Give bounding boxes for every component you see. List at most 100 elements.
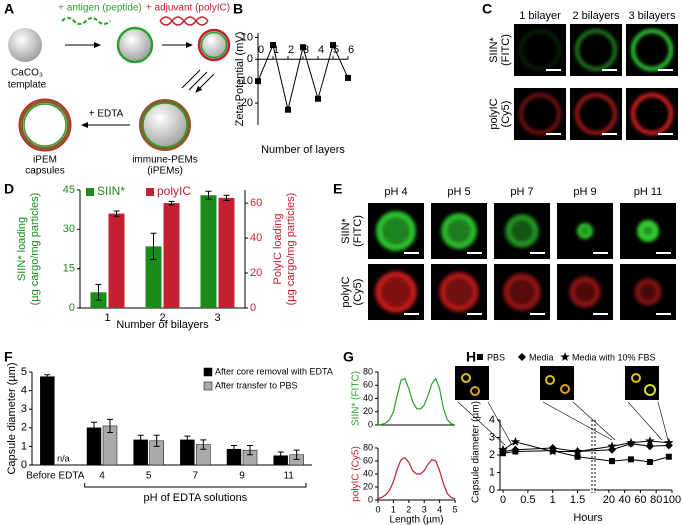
x-tick-label: 1 — [273, 44, 279, 56]
capsule-signal — [375, 271, 417, 313]
x-tick-label: 5 — [333, 44, 339, 56]
legend-label: SIIN* — [97, 184, 125, 198]
template-label: CaCO₃ — [11, 68, 43, 79]
data-point — [300, 44, 306, 51]
arrows — [181, 69, 215, 92]
data-point — [498, 444, 508, 454]
data-point — [645, 436, 655, 446]
x-tick-label: 5 — [146, 471, 152, 482]
panel-label: C — [482, 1, 492, 17]
y-tick-label: 3 — [21, 403, 27, 415]
capsule-signal — [575, 29, 617, 71]
x-tick-label: 0 — [375, 504, 380, 514]
x-tick-label: 0 — [258, 44, 264, 56]
group-bracket — [84, 483, 307, 488]
y-tick-label: 80 — [363, 442, 373, 452]
error-bar — [44, 374, 51, 380]
bar — [163, 203, 180, 308]
y-tick-label: 0 — [69, 302, 75, 314]
y-tick-label: 0 — [247, 53, 253, 65]
row-label: (FITC) — [500, 34, 512, 66]
row-label: (Cy5) — [352, 279, 364, 306]
ipem-particle — [139, 99, 191, 151]
bar — [108, 213, 125, 308]
y-tick-label: 0 — [489, 484, 495, 496]
x-tick-label: Before EDTA — [26, 471, 84, 482]
template-particle — [8, 28, 42, 62]
row-label: (FITC) — [352, 215, 364, 247]
y-tick-label: 5 — [21, 366, 27, 378]
y-tick-label: 40 — [363, 468, 373, 478]
data-point — [285, 106, 291, 113]
ipem-label: immune-PEMs — [132, 155, 198, 166]
y-tick-label: 0 — [368, 494, 373, 504]
inset-capsule — [644, 384, 656, 396]
y-axis-label: (µg cargo/mg particles) — [29, 193, 41, 306]
inset-capsule — [560, 384, 570, 394]
inset-capsule — [545, 375, 555, 385]
error-bar — [247, 444, 253, 456]
row-label: polyIC — [488, 98, 500, 129]
data-point — [626, 437, 636, 447]
y2-tick-label: 60 — [250, 197, 262, 209]
column-header: pH 4 — [384, 186, 407, 198]
legend-marker — [477, 354, 483, 360]
y2-tick-label: 40 — [250, 232, 262, 244]
y-axis-label: Capsule diameter (µm) — [471, 401, 482, 503]
x-tick-label: 4 — [437, 504, 442, 514]
legend-swatch — [146, 188, 154, 196]
error-bar — [168, 200, 175, 206]
legend-label: polyIC — [157, 184, 191, 198]
data-point — [345, 74, 351, 81]
data-point — [330, 42, 336, 49]
capsule-signal — [519, 29, 561, 71]
error-bar — [223, 194, 230, 201]
inset-image — [625, 366, 659, 400]
x-tick-label: 2 — [406, 504, 411, 514]
panel-label: H — [466, 349, 476, 365]
data-point — [609, 458, 615, 465]
capsule-signal — [575, 93, 617, 135]
legend-label: After transfer to PBS — [215, 380, 298, 390]
error-bar — [205, 190, 212, 200]
data-point — [664, 441, 673, 450]
y-tick-label: 0 — [21, 459, 27, 471]
capsules-label: capsules — [25, 166, 64, 177]
error-bar — [91, 421, 97, 434]
data-point — [547, 446, 558, 456]
inset-capsule — [470, 386, 480, 396]
ipem-label: (iPEMs) — [147, 166, 183, 177]
y2-tick-label: 0 — [250, 302, 256, 314]
column-header: pH 9 — [573, 186, 596, 198]
y-tick-label: 20 — [363, 406, 373, 416]
y-axis-label: Zeta Potential (mV) — [234, 32, 246, 127]
capsule-signal — [505, 214, 539, 248]
data-point — [665, 453, 672, 460]
panel-label: A — [4, 1, 14, 17]
row-label: (Cy5) — [500, 101, 512, 128]
legend-marker — [518, 353, 526, 361]
data-line — [502, 440, 669, 452]
x-tick-label: 6 — [348, 44, 354, 56]
error-bar — [184, 435, 191, 445]
data-point — [255, 78, 261, 85]
coated-particle — [116, 26, 154, 64]
y-tick-label: 15 — [63, 263, 75, 275]
data-point — [645, 442, 654, 451]
x-tick-label: 5 — [452, 504, 457, 514]
y-tick-label: 2 — [489, 449, 495, 461]
capsule — [19, 99, 71, 151]
x-tick-label: 2 — [288, 44, 294, 56]
capsules-label: iPEM — [33, 155, 57, 166]
y-tick-label: 60 — [363, 380, 373, 390]
row-label: SIIN* — [488, 36, 500, 62]
capsule-signal — [519, 93, 561, 135]
x-tick-label: 4 — [99, 471, 105, 482]
y-tick-label: 4 — [489, 414, 495, 426]
template-label: template — [8, 80, 47, 91]
data-point — [511, 445, 520, 454]
x-tick-label: 3 — [422, 504, 427, 514]
y-axis-label: Capsule diameter (µm) — [6, 362, 18, 474]
row-label: SIIN* — [340, 217, 352, 243]
